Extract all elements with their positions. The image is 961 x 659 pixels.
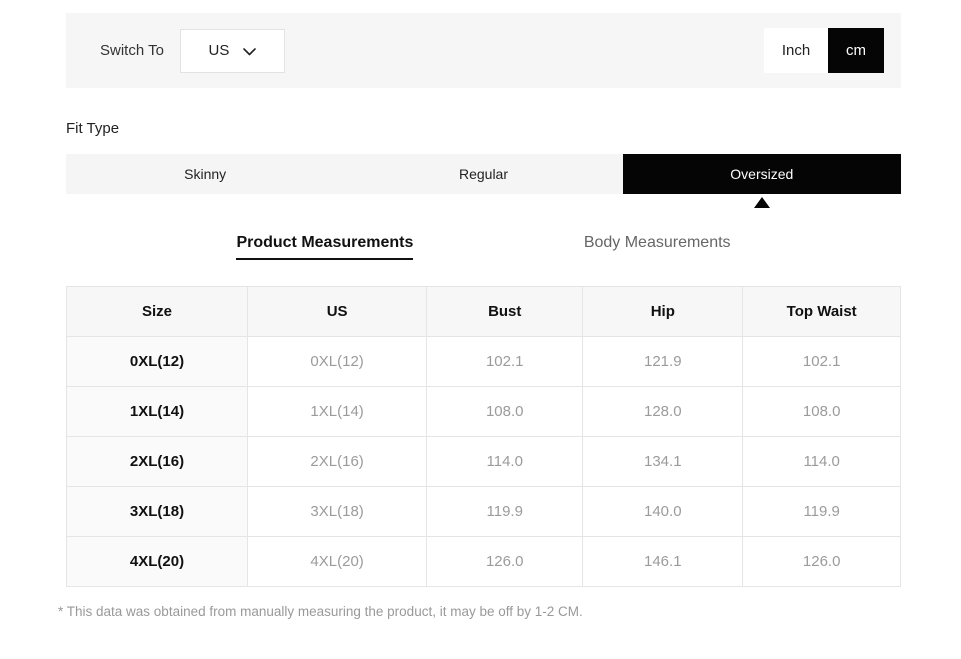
us-cell: 0XL(12) [246,336,428,387]
hip-cell: 140.0 [582,486,744,537]
top-waist-cell: 114.0 [742,436,901,487]
col-header-top-waist: Top Waist [742,286,901,337]
hip-cell: 128.0 [582,386,744,437]
col-header-us: US [246,286,428,337]
fit-tab-skinny[interactable]: Skinny [66,154,345,194]
unit-cm-button[interactable]: cm [828,28,884,73]
table-header-row: Size US Bust Hip Top Waist [66,286,901,337]
fit-tab-oversized[interactable]: Oversized [622,154,901,194]
hip-cell: 121.9 [582,336,744,387]
table-row: 2XL(16) 2XL(16) 114.0 134.1 114.0 [66,436,901,487]
us-cell: 2XL(16) [246,436,428,487]
measurement-tabs: Product Measurements Body Measurements [66,234,901,260]
fit-type-tabs: Skinny Regular Oversized [66,154,901,208]
bust-cell: 108.0 [426,386,584,437]
size-cell: 3XL(18) [66,486,248,537]
hip-cell: 146.1 [582,536,744,587]
region-select-value: US [208,42,230,59]
unit-inch-button[interactable]: Inch [764,28,828,73]
table-row: 3XL(18) 3XL(18) 119.9 140.0 119.9 [66,486,901,537]
selected-tab-pointer-icon [753,197,770,208]
top-waist-cell: 119.9 [742,486,901,537]
size-cell: 1XL(14) [66,386,248,437]
measurement-disclaimer: * This data was obtained from manually m… [58,604,583,619]
tab-product-measurements[interactable]: Product Measurements [236,234,414,260]
table-row: 1XL(14) 1XL(14) 108.0 128.0 108.0 [66,386,901,437]
top-waist-cell: 126.0 [742,536,901,587]
us-cell: 1XL(14) [246,386,428,437]
col-header-hip: Hip [582,286,744,337]
region-select[interactable]: US [179,28,285,73]
top-waist-cell: 102.1 [742,336,901,387]
fit-type-label: Fit Type [66,120,120,137]
top-waist-cell: 108.0 [742,386,901,437]
fit-tab-regular[interactable]: Regular [344,154,623,194]
col-header-size: Size [66,286,248,337]
fit-tab-regular-label: Regular [458,166,508,182]
size-cell: 0XL(12) [66,336,248,387]
fit-tab-oversized-label: Oversized [730,166,794,182]
bust-cell: 126.0 [426,536,584,587]
us-cell: 4XL(20) [246,536,428,587]
table-row: 0XL(12) 0XL(12) 102.1 121.9 102.1 [66,336,901,387]
size-cell: 4XL(20) [66,536,248,587]
tab-body-measurements[interactable]: Body Measurements [583,234,731,251]
unit-region-bar: Switch To US Inch cm [66,13,901,88]
size-table: Size US Bust Hip Top Waist 0XL(12) 0XL(1… [66,286,901,587]
us-cell: 3XL(18) [246,486,428,537]
switch-to-label: Switch To [100,42,164,59]
size-guide-panel: Switch To US Inch cm Fit Type Skinny Reg… [58,13,901,619]
table-row: 4XL(20) 4XL(20) 126.0 146.1 126.0 [66,536,901,587]
fit-tab-skinny-label: Skinny [184,166,227,182]
hip-cell: 134.1 [582,436,744,487]
bust-cell: 119.9 [426,486,584,537]
unit-toggle: Inch cm [764,28,884,73]
bust-cell: 102.1 [426,336,584,387]
col-header-bust: Bust [426,286,584,337]
chevron-down-icon [243,47,257,56]
bust-cell: 114.0 [426,436,584,487]
size-cell: 2XL(16) [66,436,248,487]
